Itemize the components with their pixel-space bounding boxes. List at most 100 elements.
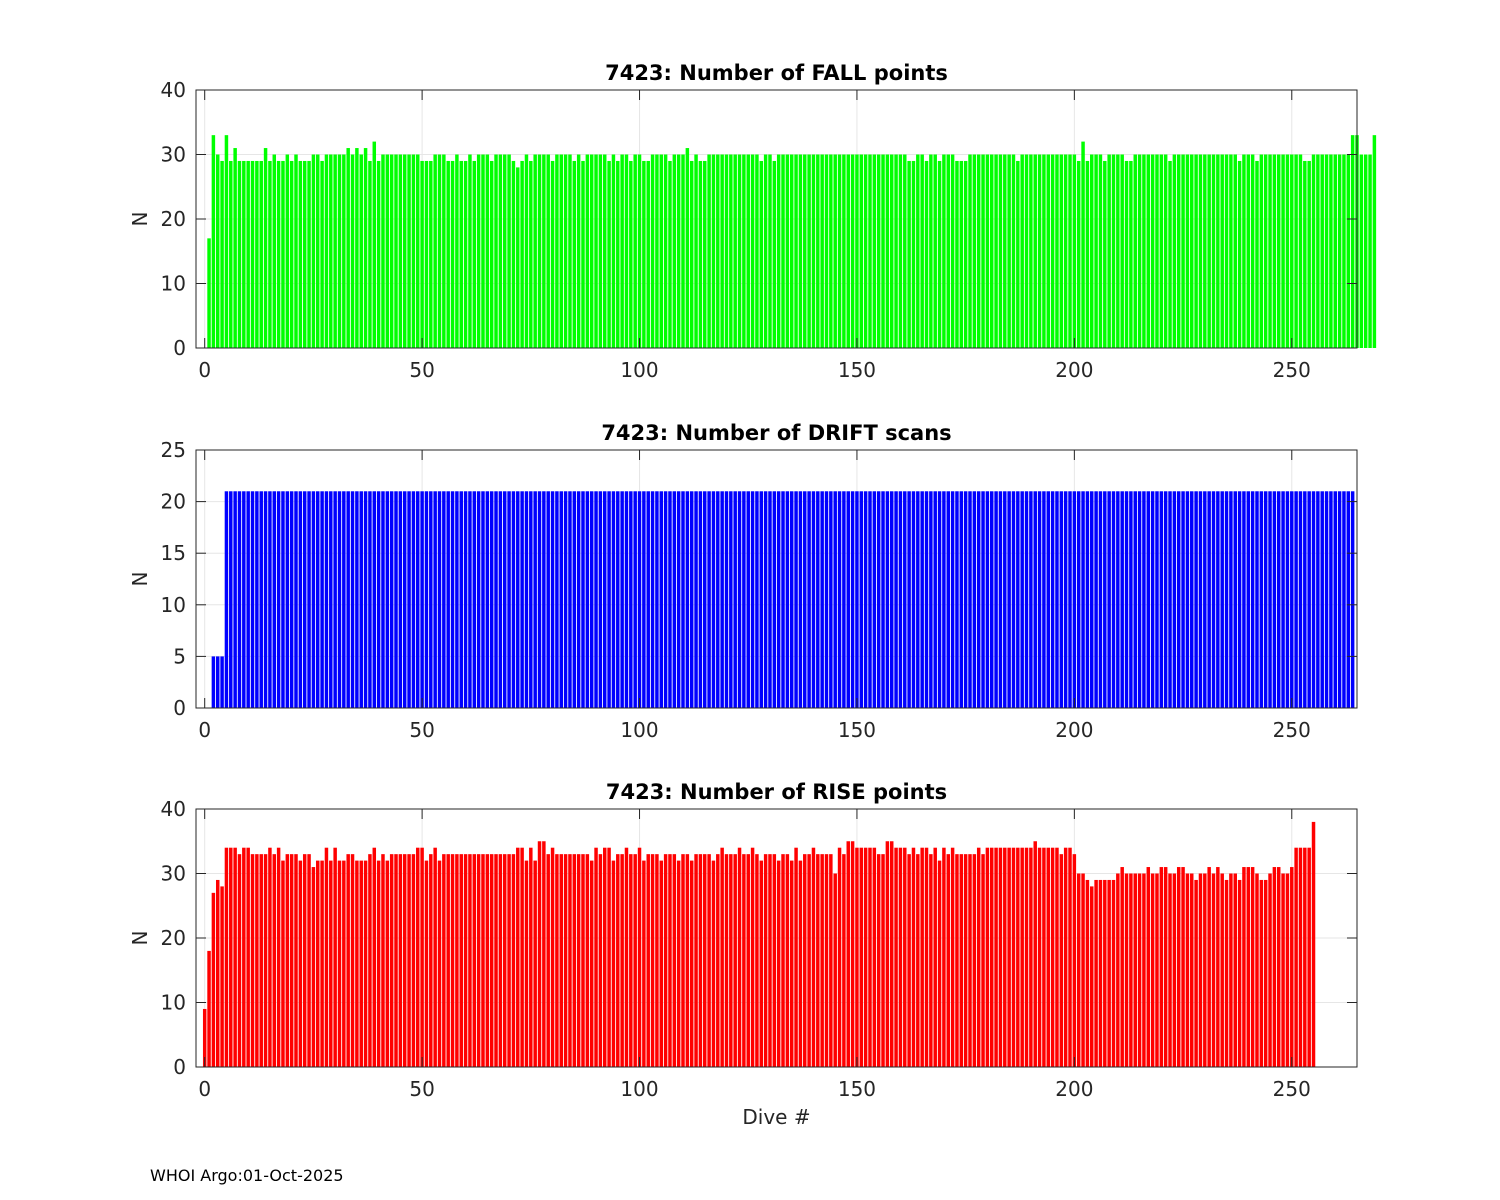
rise-points-bar bbox=[1281, 873, 1285, 1067]
fall-points-bar bbox=[555, 154, 559, 348]
drift-scans-bar bbox=[359, 491, 363, 708]
rise-points-bar bbox=[507, 854, 511, 1067]
fall-points-bar bbox=[924, 160, 929, 348]
rise-points-bar bbox=[668, 854, 672, 1067]
fall-points-bar bbox=[789, 154, 794, 348]
fall-points-bar bbox=[816, 154, 820, 348]
drift-scans-bar bbox=[1181, 491, 1185, 708]
fall-points-bar bbox=[1211, 154, 1216, 348]
rise-points-bar bbox=[837, 847, 842, 1067]
drift-scans-y-tick-label: 15 bbox=[161, 541, 186, 565]
drift-scans-bar bbox=[250, 491, 255, 708]
fall-points-bar bbox=[1168, 160, 1172, 348]
rise-points-bar bbox=[1033, 841, 1037, 1067]
drift-scans-bar bbox=[1098, 491, 1103, 708]
fall-points-bar bbox=[1072, 154, 1077, 348]
fall-points-bar bbox=[994, 154, 998, 348]
drift-scans-bar bbox=[433, 491, 437, 708]
fall-points-bar bbox=[1103, 160, 1107, 348]
rise-points-bar bbox=[1285, 873, 1290, 1067]
rise-points-bar bbox=[1229, 873, 1233, 1067]
fall-points-bar bbox=[746, 154, 750, 348]
fall-points-bar bbox=[363, 148, 368, 348]
drift-scans-bar bbox=[476, 491, 481, 708]
drift-scans-bar bbox=[507, 491, 511, 708]
rise-points-bar bbox=[246, 847, 250, 1067]
drift-scans-bar bbox=[907, 491, 911, 708]
drift-scans-bar bbox=[516, 491, 520, 708]
fall-points-bar bbox=[807, 154, 811, 348]
rise-points-bar bbox=[376, 860, 381, 1067]
drift-scans-bar bbox=[894, 491, 898, 708]
rise-points-bar bbox=[455, 854, 459, 1067]
rise-points-bar bbox=[733, 854, 737, 1067]
rise-points-bar bbox=[459, 854, 463, 1067]
rise-points-bar bbox=[355, 860, 359, 1067]
drift-scans-bar bbox=[1324, 491, 1329, 708]
fall-points-bar bbox=[1007, 154, 1011, 348]
fall-points-bar bbox=[933, 154, 937, 348]
rise-points-bar bbox=[972, 854, 977, 1067]
rise-points-bar bbox=[581, 854, 585, 1067]
fall-points-bar bbox=[990, 154, 994, 348]
drift-scans-bar bbox=[298, 491, 303, 708]
fall-points-bar bbox=[1181, 154, 1185, 348]
fall-points-bar bbox=[233, 148, 237, 348]
drift-scans-bar bbox=[946, 491, 950, 708]
drift-scans-bar bbox=[468, 491, 472, 708]
fall-points-bar bbox=[629, 160, 633, 348]
fall-points-bar bbox=[320, 160, 324, 348]
fall-points-bar bbox=[998, 154, 1003, 348]
drift-scans-bar bbox=[637, 491, 642, 708]
rise-points-bar bbox=[768, 854, 772, 1067]
rise-points-bar bbox=[798, 860, 803, 1067]
drift-scans-bar bbox=[1172, 491, 1177, 708]
rise-points-bar bbox=[1294, 847, 1298, 1067]
drift-scans-bar bbox=[955, 491, 959, 708]
rise-points-bar bbox=[759, 860, 764, 1067]
rise-points-bar bbox=[720, 847, 724, 1067]
rise-points-bar bbox=[429, 854, 433, 1067]
rise-points-bar bbox=[785, 854, 790, 1067]
rise-points-bar bbox=[659, 860, 664, 1067]
drift-scans-bar bbox=[1120, 491, 1124, 708]
rise-points-bar bbox=[846, 841, 850, 1067]
fall-points-bar bbox=[829, 154, 833, 348]
fall-points-bar bbox=[1190, 154, 1194, 348]
drift-scans-bar bbox=[1016, 491, 1020, 708]
fall-points-bar bbox=[1359, 154, 1364, 348]
rise-points-bar bbox=[685, 854, 690, 1067]
drift-scans-bar bbox=[846, 491, 850, 708]
drift-scans-bar bbox=[1285, 491, 1290, 708]
fall-points-bar bbox=[342, 154, 346, 348]
drift-scans-bar bbox=[750, 491, 755, 708]
rise-points-bar bbox=[1046, 847, 1051, 1067]
drift-scans-bar bbox=[937, 491, 942, 708]
drift-scans-bar bbox=[450, 491, 455, 708]
drift-scans-bar bbox=[333, 491, 337, 708]
fall-points-bar bbox=[1324, 154, 1329, 348]
drift-scans-bar bbox=[1216, 491, 1220, 708]
rise-points-bar bbox=[263, 854, 268, 1067]
drift-scans-bar bbox=[1029, 491, 1033, 708]
rise-points-bar bbox=[1307, 847, 1311, 1067]
drift-scans-bar bbox=[416, 491, 420, 708]
rise-points-bar bbox=[468, 854, 472, 1067]
rise-points-bar bbox=[859, 847, 864, 1067]
fall-points-bar bbox=[1268, 154, 1272, 348]
fall-points-bar bbox=[616, 160, 620, 348]
fall-points-bar bbox=[1016, 160, 1020, 348]
fall-points-y-tick-label: 40 bbox=[161, 78, 186, 102]
rise-points-bar bbox=[1137, 873, 1142, 1067]
drift-scans-bar bbox=[650, 491, 655, 708]
rise-points-bar bbox=[676, 860, 681, 1067]
drift-scans-bars bbox=[211, 491, 1355, 708]
fall-points-bar bbox=[946, 154, 950, 348]
fall-points-bar bbox=[929, 154, 933, 348]
rise-points-bar bbox=[1216, 867, 1220, 1067]
fall-points-bar bbox=[707, 154, 711, 348]
rise-points-bar bbox=[516, 847, 520, 1067]
rise-points-bar bbox=[898, 847, 903, 1067]
fall-points-bar bbox=[772, 160, 777, 348]
drift-scans-bar bbox=[224, 491, 229, 708]
